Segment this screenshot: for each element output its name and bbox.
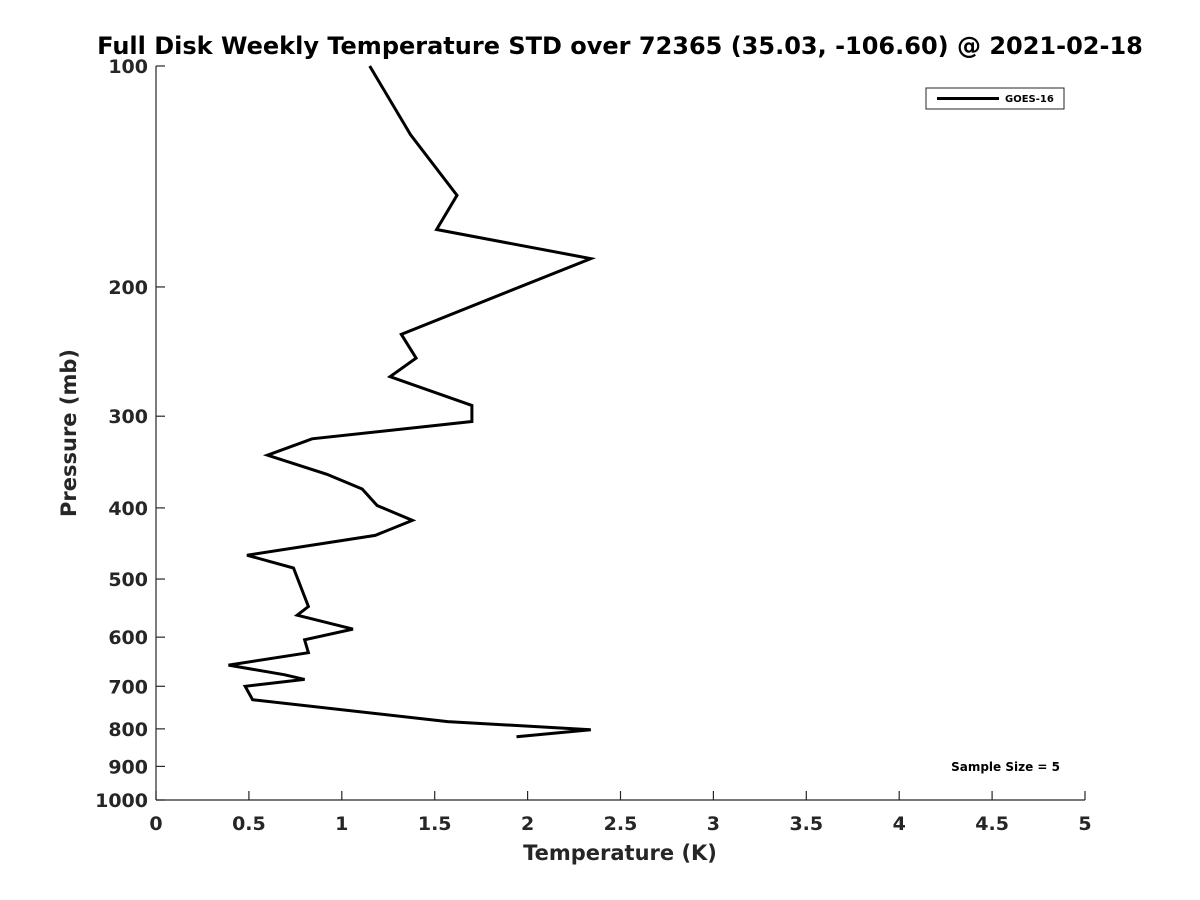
y-tick-label: 300 [108, 406, 148, 428]
x-tick-label: 4 [893, 813, 906, 835]
x-tick-label: 1 [335, 813, 348, 835]
x-tick-label: 4.5 [975, 813, 1009, 835]
y-tick-label: 100 [108, 56, 148, 78]
y-ticks: 100 200 300 400 500 600 700 800 900 1000 [95, 56, 165, 812]
x-tick-label: 2 [521, 813, 534, 835]
y-tick-label: 800 [108, 719, 148, 741]
legend: GOES-16 [925, 87, 1065, 110]
x-tick-label: 0.5 [232, 813, 266, 835]
x-ticks: 0 0.5 1 1.5 2 2.5 3 3.5 4 4.5 5 [149, 791, 1092, 835]
x-tick-label: 3.5 [789, 813, 823, 835]
x-tick-label: 3 [707, 813, 720, 835]
y-tick-label: 1000 [95, 790, 148, 812]
x-tick-label: 0 [149, 813, 162, 835]
x-tick-label: 2.5 [604, 813, 638, 835]
sample-size-annotation: Sample Size = 5 [951, 760, 1060, 774]
x-tick-label: 5 [1078, 813, 1091, 835]
y-axis-label: Pressure (mb) [57, 349, 81, 517]
y-tick-label: 500 [108, 569, 148, 591]
y-tick-label: 600 [108, 627, 148, 649]
chart-title: Full Disk Weekly Temperature STD over 72… [97, 32, 1143, 60]
series-line-goes-16 [228, 65, 597, 739]
axes [155, 66, 1085, 801]
y-tick-label: 900 [108, 756, 148, 778]
legend-label-goes-16: GOES-16 [1005, 94, 1054, 105]
y-tick-label: 700 [108, 676, 148, 698]
x-tick-label: 1.5 [418, 813, 452, 835]
x-axis-label: Temperature (K) [523, 841, 717, 865]
y-tick-label: 200 [108, 277, 148, 299]
series-group [228, 65, 597, 739]
y-tick-label: 400 [108, 498, 148, 520]
